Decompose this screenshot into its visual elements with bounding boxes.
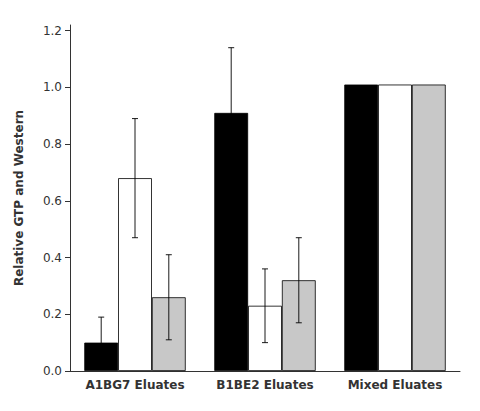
svg-text:0.0: 0.0: [43, 364, 62, 378]
svg-text:A1BG7 Eluates: A1BG7 Eluates: [85, 378, 184, 392]
svg-text:Mixed Eluates: Mixed Eluates: [348, 378, 443, 392]
svg-text:Relative GTP and Western: Relative GTP and Western: [12, 110, 26, 286]
svg-text:0.4: 0.4: [43, 251, 62, 265]
svg-text:1.0: 1.0: [43, 80, 62, 94]
svg-text:1.2: 1.2: [43, 24, 62, 38]
svg-text:B1BE2 Eluates: B1BE2 Eluates: [216, 378, 313, 392]
svg-text:0.8: 0.8: [43, 137, 62, 151]
svg-text:0.6: 0.6: [43, 194, 62, 208]
svg-text:0.2: 0.2: [43, 307, 62, 321]
